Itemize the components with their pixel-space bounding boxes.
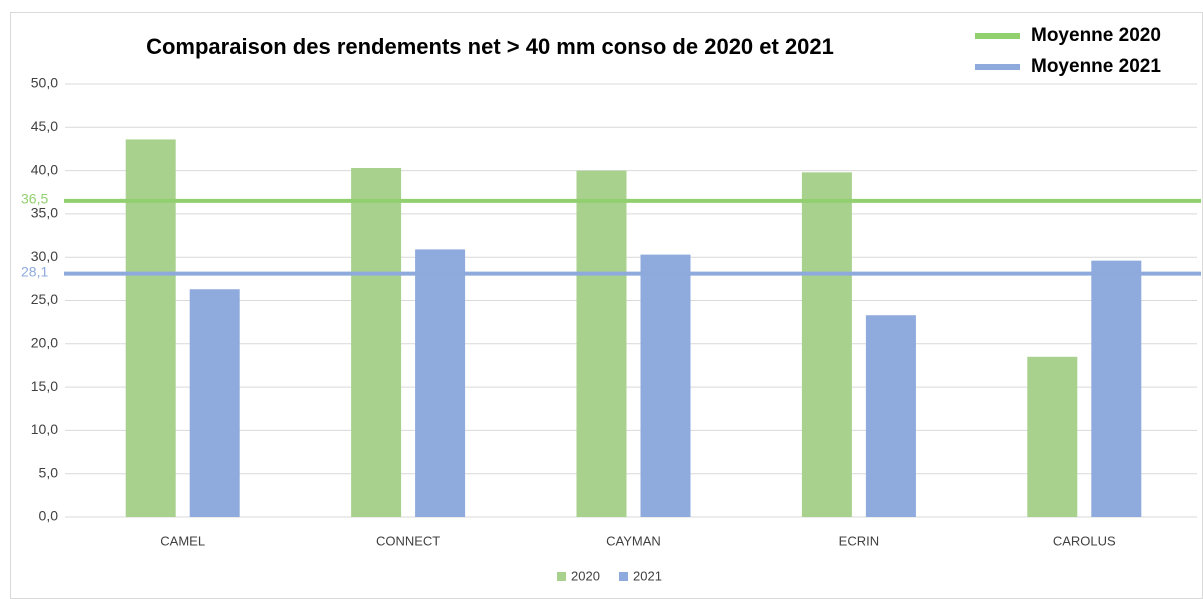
legend-swatch [619, 572, 628, 581]
y-tick-label: 25,0 [31, 291, 58, 307]
bar [1091, 260, 1142, 517]
bar [576, 170, 627, 517]
y-tick-label: 30,0 [31, 248, 58, 264]
legend-label: 2021 [633, 568, 662, 583]
bar [640, 254, 691, 518]
x-tick-label: ECRIN [839, 533, 879, 548]
x-tick-label: CAYMAN [606, 533, 661, 548]
bar [415, 249, 466, 517]
y-tick-label: 15,0 [31, 378, 58, 394]
bar [801, 172, 852, 517]
bar [125, 139, 176, 517]
y-tick-label: 0,0 [39, 508, 59, 524]
legend-swatch [557, 572, 566, 581]
legend-label: Moyenne 2020 [1031, 25, 1161, 46]
x-tick-label: CONNECT [376, 533, 440, 548]
legend-label: 2020 [571, 568, 600, 583]
bar [189, 289, 240, 517]
reference-label: 36,5 [21, 191, 48, 207]
bar [351, 168, 402, 517]
bar [865, 315, 916, 517]
y-tick-label: 40,0 [31, 161, 58, 177]
y-tick-label: 5,0 [39, 464, 59, 480]
y-tick-label: 20,0 [31, 335, 58, 351]
chart-title: Comparaison des rendements net > 40 mm c… [146, 34, 834, 59]
bar [1027, 356, 1078, 517]
y-tick-label: 50,0 [31, 75, 58, 91]
y-tick-label: 10,0 [31, 421, 58, 437]
x-tick-label: CAROLUS [1053, 533, 1116, 548]
y-tick-label: 35,0 [31, 205, 58, 221]
reference-label: 28,1 [21, 263, 48, 279]
legend-label: Moyenne 2021 [1031, 56, 1161, 77]
y-tick-label: 45,0 [31, 118, 58, 134]
x-tick-label: CAMEL [160, 533, 205, 548]
